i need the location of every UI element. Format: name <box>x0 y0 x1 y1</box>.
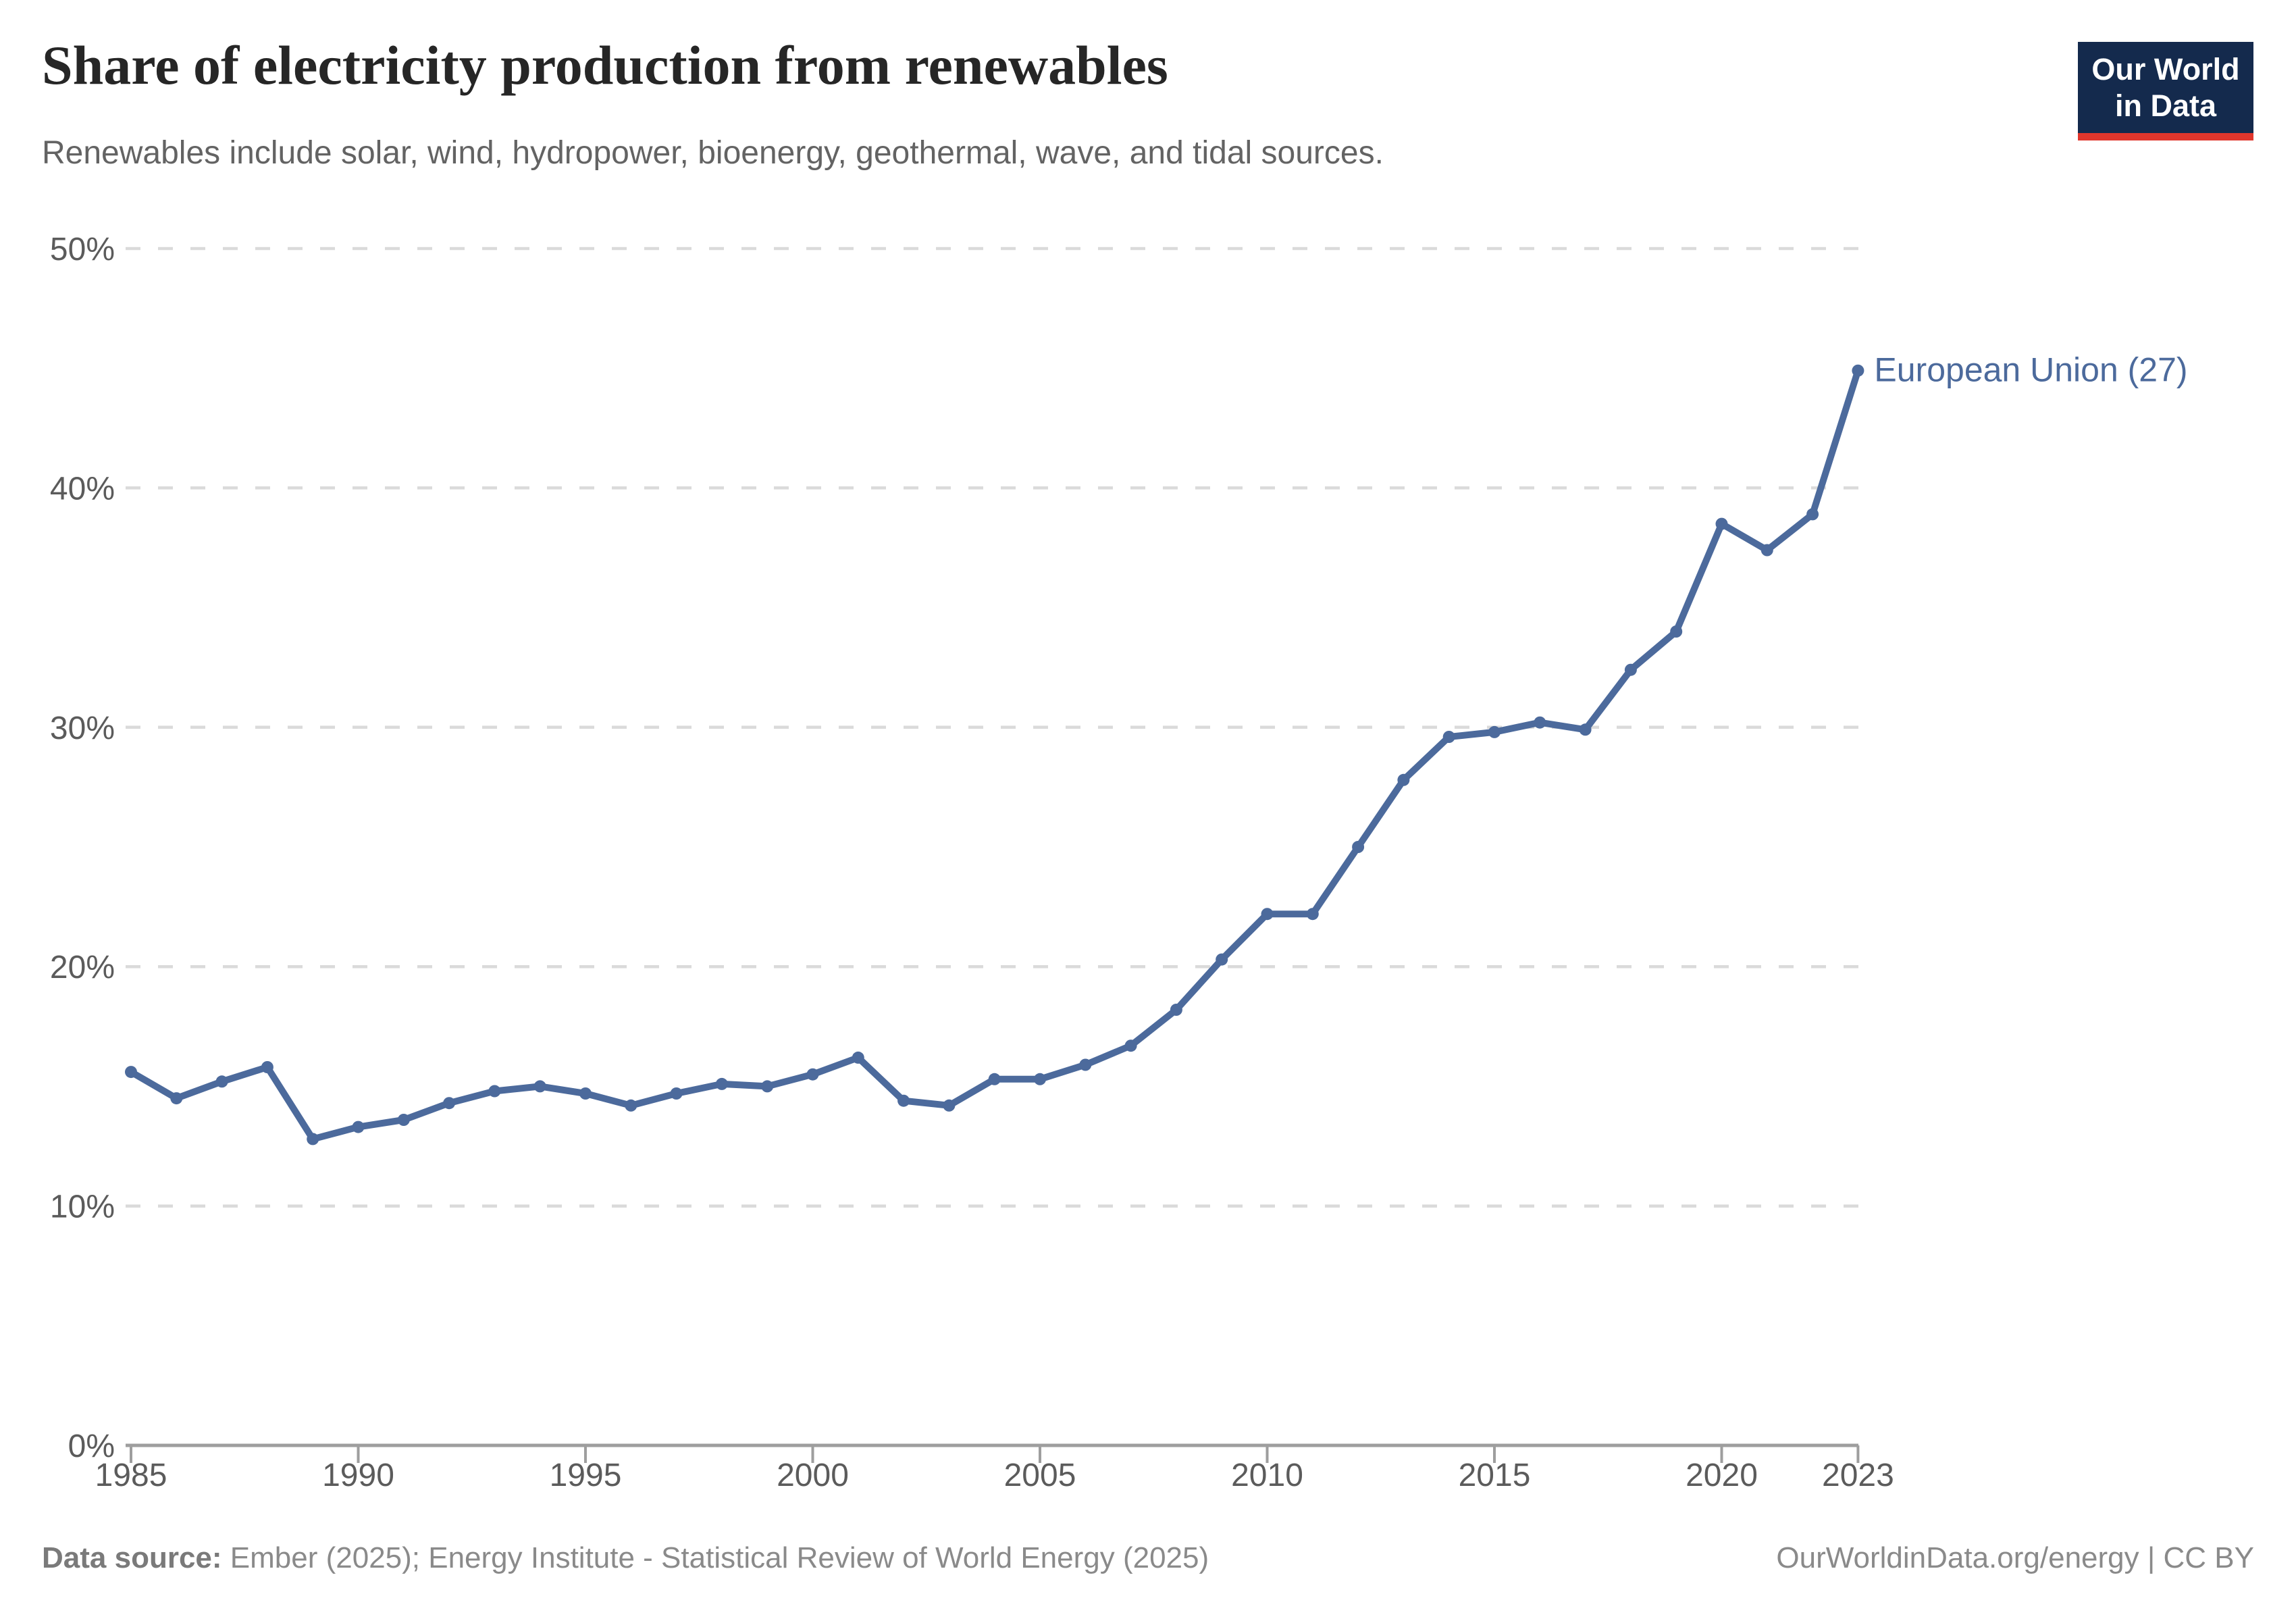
data-point <box>1261 908 1274 921</box>
series-end-label: European Union (27) <box>1874 351 2187 389</box>
owid-logo: Our World in Data <box>2078 42 2253 140</box>
data-point <box>1216 953 1228 966</box>
y-tick-label-40: 40% <box>50 471 115 507</box>
data-point <box>261 1061 273 1073</box>
data-point <box>1670 625 1683 638</box>
data-point <box>215 1075 228 1088</box>
data-source-text: Ember (2025); Energy Institute - Statist… <box>230 1541 1209 1574</box>
data-point <box>397 1114 410 1126</box>
data-source-label: Data source: <box>42 1541 222 1574</box>
data-point <box>715 1077 728 1090</box>
x-tick-label-2005: 2005 <box>1004 1458 1076 1493</box>
data-point <box>443 1097 456 1110</box>
x-tick-label-2010: 2010 <box>1231 1458 1303 1493</box>
data-point <box>1624 663 1637 676</box>
data-point <box>170 1092 183 1105</box>
data-point <box>307 1133 319 1146</box>
data-point <box>352 1121 365 1133</box>
y-tick-label-10: 10% <box>50 1189 115 1225</box>
data-point <box>1170 1004 1182 1016</box>
data-point <box>625 1099 637 1112</box>
data-point <box>125 1066 137 1079</box>
chart-subtitle: Renewables include solar, wind, hydropow… <box>42 135 1384 171</box>
data-point <box>1124 1039 1137 1052</box>
data-point <box>1579 723 1592 736</box>
data-point <box>943 1099 956 1112</box>
data-point <box>1760 544 1773 557</box>
data-point <box>852 1051 864 1064</box>
page-title: Share of electricity production from ren… <box>42 34 1168 96</box>
data-point <box>1488 725 1501 738</box>
y-tick-label-50: 50% <box>50 232 115 267</box>
x-tick-label-2020: 2020 <box>1686 1458 1758 1493</box>
series-line <box>128 367 1862 1143</box>
data-point <box>761 1080 774 1093</box>
owid-logo-line1: Our World <box>2091 52 2240 87</box>
data-point <box>533 1080 546 1093</box>
data-point <box>1306 908 1319 921</box>
data-point <box>1034 1073 1046 1085</box>
chart-footer: Data source: Ember (2025); Energy Instit… <box>42 1541 2254 1575</box>
x-tick-label-2015: 2015 <box>1459 1458 1531 1493</box>
data-point <box>988 1073 1001 1085</box>
attribution-text: OurWorldinData.org/energy | CC BY <box>1776 1541 2254 1574</box>
x-tick-label-2023: 2023 <box>1822 1458 1894 1493</box>
y-tick-label-30: 30% <box>50 711 115 746</box>
data-point <box>1715 517 1728 530</box>
data-point <box>806 1068 819 1081</box>
data-point <box>670 1087 683 1100</box>
x-tick-label-1995: 1995 <box>550 1458 622 1493</box>
data-point <box>1397 773 1410 786</box>
x-tick-label-2000: 2000 <box>777 1458 849 1493</box>
y-tick-label-0: 0% <box>68 1429 115 1464</box>
data-source: Data source: Ember (2025); Energy Instit… <box>42 1541 1209 1575</box>
data-point <box>1806 508 1819 521</box>
x-tick-label-1990: 1990 <box>322 1458 394 1493</box>
data-point <box>579 1087 592 1100</box>
data-point <box>1852 364 1864 377</box>
data-point <box>1442 731 1455 743</box>
x-tick-label-1985: 1985 <box>95 1458 167 1493</box>
data-point <box>1352 841 1365 853</box>
data-point <box>488 1085 501 1098</box>
data-point <box>897 1094 910 1107</box>
data-point <box>1079 1058 1092 1071</box>
data-point <box>1534 716 1546 729</box>
y-tick-label-20: 20% <box>50 950 115 985</box>
owid-logo-line2: in Data <box>2114 88 2217 123</box>
